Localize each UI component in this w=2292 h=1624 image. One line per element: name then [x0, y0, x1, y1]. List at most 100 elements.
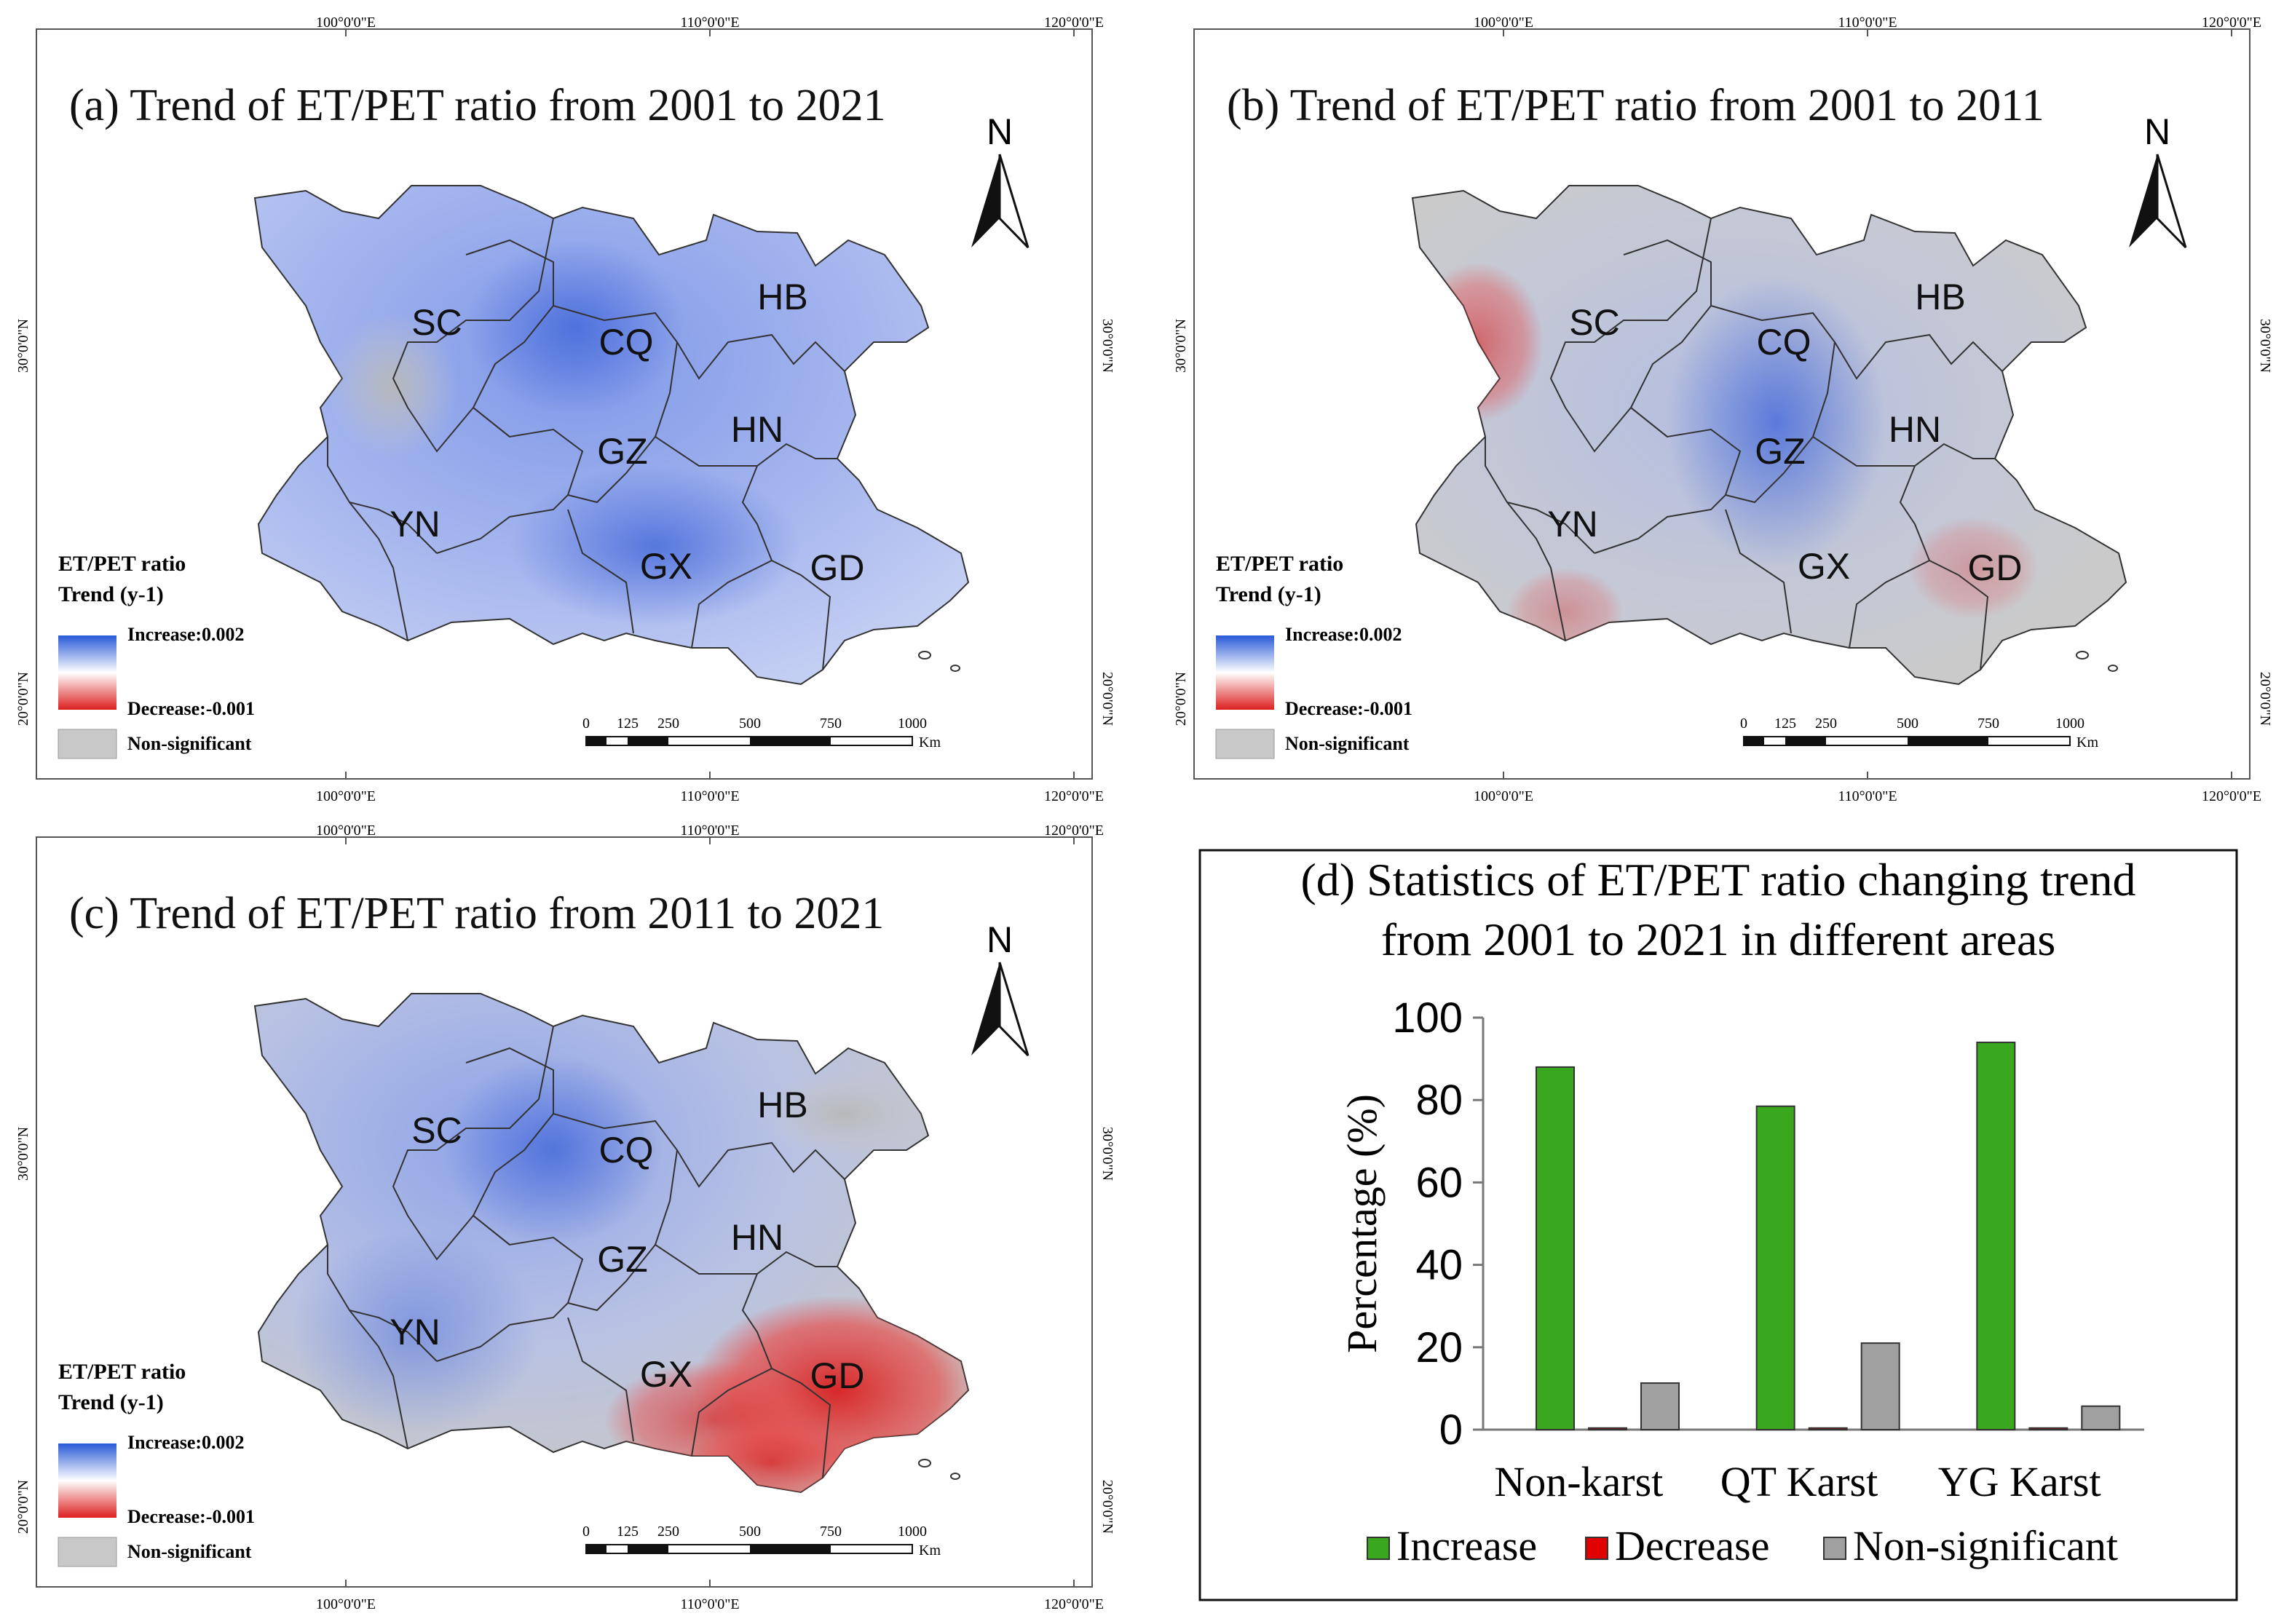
- province-border: [691, 1368, 772, 1457]
- north-arrow-dark: [2129, 154, 2157, 247]
- region-label-gd: GD: [810, 1355, 865, 1396]
- legend-increase: Increase:0.002: [127, 1432, 245, 1453]
- region-label-sc: SC: [1569, 302, 1619, 343]
- longitude-tick-top: 100°0'0"E: [1474, 15, 1533, 31]
- region-label-gz: GZ: [597, 431, 647, 472]
- longitude-tick-top: 110°0'0"E: [1838, 15, 1897, 31]
- legend-nonsig: Non-significant: [127, 1541, 252, 1562]
- x-category-label: QT Karst: [1720, 1458, 1878, 1505]
- region-label-hb: HB: [1915, 277, 1965, 317]
- scale-bar-label: 1000: [2055, 716, 2084, 732]
- scale-bar-segment: [628, 1545, 668, 1553]
- scale-bar-label: 500: [739, 716, 761, 732]
- latitude-tick-left: 20°0'0"N: [1173, 672, 1189, 726]
- legend-subtitle: Trend (y-1): [1216, 582, 1321, 606]
- legend-nonsig: Non-significant: [127, 733, 252, 754]
- scale-bar: 0 125 250 500 750 1000 Km: [582, 1524, 941, 1558]
- increase-area: [466, 240, 684, 415]
- latitude-tick-left: 20°0'0"N: [15, 672, 31, 726]
- province-border: [392, 218, 554, 453]
- province-border: [1549, 218, 1712, 453]
- latitude-tick-left: 20°0'0"N: [15, 1480, 31, 1534]
- legend-increase: Increase:0.002: [1285, 624, 1402, 645]
- latitude-tick-left: 30°0'0"N: [15, 1127, 31, 1181]
- province-border: [327, 1245, 438, 1362]
- legend-colorbar: [1216, 635, 1274, 710]
- bar-non-significant: [1640, 1382, 1680, 1430]
- longitude-tick-top: 120°0'0"E: [1044, 15, 1104, 31]
- region-label-hn: HN: [731, 1217, 783, 1258]
- y-axis-label: Percentage (%): [1338, 1094, 1386, 1353]
- scale-bar-label: 250: [657, 1524, 679, 1540]
- longitude-tick-bottom: 110°0'0"E: [680, 1596, 739, 1612]
- province-border: [392, 1026, 554, 1261]
- map-title: (b) Trend of ET/PET ratio from 2001 to 2…: [1227, 81, 2044, 130]
- province-border: [1725, 436, 1814, 504]
- longitude-tick-bottom: 120°0'0"E: [1044, 1596, 1104, 1612]
- decrease-area: [1908, 517, 2039, 619]
- latitude-tick-left: 30°0'0"N: [15, 319, 31, 373]
- province-border: [567, 509, 634, 634]
- legend-title: ET/PET ratio: [58, 552, 186, 576]
- province-border: [465, 1047, 554, 1245]
- map-title: (c) Trend of ET/PET ratio from 2011 to 2…: [69, 889, 884, 938]
- north-arrow: N: [971, 919, 1030, 1057]
- region-label-gx: GX: [640, 546, 692, 587]
- y-tick-label: 100: [1392, 994, 1463, 1042]
- latitude-tick-right: 30°0'0"N: [1099, 319, 1115, 373]
- legend-title: ET/PET ratio: [1216, 552, 1343, 576]
- legend-nonsig-swatch: [1215, 729, 1275, 759]
- legend-increase: Increase:0.002: [127, 624, 245, 645]
- island: [918, 1459, 931, 1467]
- province-border: [1811, 341, 1995, 467]
- scale-bar-label: 750: [820, 1524, 842, 1540]
- latitude-tick-right: 20°0'0"N: [2257, 672, 2273, 726]
- legend-nonsig-swatch: [58, 729, 117, 759]
- region-label-hb: HB: [757, 277, 807, 317]
- scale-bar-label: 125: [1774, 716, 1796, 732]
- province-border: [654, 341, 837, 467]
- scale-bar-segment: [586, 1545, 606, 1553]
- increase-area: [444, 1055, 663, 1245]
- chart-legend: Increase Decrease Non-significant: [1367, 1522, 2118, 1569]
- scale-bar-label: 250: [657, 716, 679, 732]
- north-arrow: N: [2129, 111, 2187, 249]
- legend-nonsig-swatch: [58, 1537, 117, 1567]
- province-border: [1506, 502, 1566, 641]
- legend-swatch-decrease: [1585, 1537, 1608, 1560]
- region-label-gz: GZ: [597, 1239, 647, 1280]
- legend-nonsig: Non-significant: [1285, 733, 1410, 754]
- province-border: [1725, 509, 1792, 634]
- legend-subtitle: Trend (y-1): [58, 1390, 164, 1414]
- legend: ET/PET ratio Trend (y-1) Increase:0.002 Dec…: [1215, 552, 1412, 759]
- scale-bar-label: 0: [582, 1524, 590, 1540]
- region-label-cq: CQ: [1757, 322, 1811, 363]
- region-overlay: [291, 1055, 968, 1492]
- y-tick-label: 60: [1415, 1159, 1463, 1206]
- north-label: N: [987, 111, 1013, 152]
- bar-increase: [1755, 1105, 1795, 1430]
- north-arrow: N: [971, 111, 1030, 249]
- scale-bar-segment: [586, 737, 606, 745]
- north-arrow-dark: [971, 962, 1000, 1055]
- legend-decrease: Decrease:-0.001: [127, 698, 255, 719]
- legend-colorbar: [58, 1443, 116, 1518]
- region-label-yn: YN: [390, 1312, 440, 1352]
- scale-bar-label: 125: [617, 716, 639, 732]
- province-border: [567, 436, 656, 504]
- nonsignificant-area: [757, 1070, 932, 1157]
- region-label-hb: HB: [757, 1085, 807, 1125]
- province-border: [567, 1317, 634, 1442]
- province-border: [349, 502, 408, 641]
- north-arrow-light: [998, 962, 1030, 1057]
- region-overlay: [328, 240, 801, 626]
- longitude-tick-bottom: 120°0'0"E: [1044, 788, 1104, 804]
- north-arrow-light: [998, 154, 1030, 249]
- bar-decrease: [1808, 1427, 1848, 1430]
- island: [950, 665, 960, 672]
- region-label-sc: SC: [411, 302, 462, 343]
- region-map: SC CQ HB GZ HN YN GX GD: [253, 993, 970, 1494]
- increase-area: [291, 1230, 539, 1434]
- longitude-tick-top: 110°0'0"E: [680, 823, 739, 839]
- region-label-sc: SC: [411, 1110, 462, 1151]
